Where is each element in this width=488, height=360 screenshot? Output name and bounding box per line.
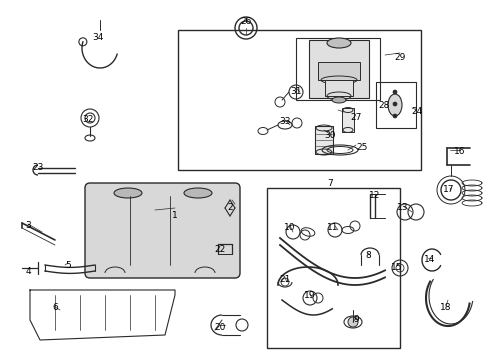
Bar: [341, 108, 353, 132]
Text: 18: 18: [439, 303, 451, 312]
Text: 3: 3: [25, 220, 31, 230]
Text: 17: 17: [442, 185, 454, 194]
Text: 24: 24: [410, 108, 422, 117]
Text: 23: 23: [32, 163, 43, 172]
Bar: [295, 38, 379, 100]
Bar: [308, 40, 368, 98]
Bar: [314, 126, 332, 154]
Circle shape: [347, 317, 357, 327]
Text: 29: 29: [393, 53, 405, 62]
Text: 21: 21: [279, 275, 290, 284]
Text: 20: 20: [214, 323, 225, 332]
Circle shape: [392, 114, 396, 118]
Text: 30: 30: [324, 131, 335, 140]
Ellipse shape: [183, 188, 212, 198]
Bar: [317, 62, 359, 80]
Bar: [325, 80, 352, 96]
Text: 8: 8: [365, 251, 370, 260]
FancyBboxPatch shape: [85, 183, 240, 278]
Text: 32: 32: [82, 116, 94, 125]
Ellipse shape: [387, 94, 401, 116]
Text: 22: 22: [214, 246, 225, 255]
Text: 16: 16: [453, 148, 465, 157]
Text: 13: 13: [396, 203, 408, 212]
Text: 26: 26: [240, 18, 251, 27]
Text: 14: 14: [424, 256, 435, 265]
Circle shape: [392, 90, 396, 94]
Text: 1: 1: [172, 211, 178, 220]
Text: 9: 9: [352, 315, 358, 324]
Text: 6: 6: [52, 303, 58, 312]
Bar: [375, 82, 415, 128]
Ellipse shape: [331, 97, 346, 103]
Text: 5: 5: [65, 261, 71, 270]
Bar: [266, 188, 399, 348]
Text: 11: 11: [326, 224, 338, 233]
Text: 27: 27: [349, 113, 361, 122]
Ellipse shape: [326, 38, 350, 48]
Text: 2: 2: [227, 203, 232, 212]
Text: 19: 19: [304, 292, 315, 301]
Text: 31: 31: [290, 87, 301, 96]
Bar: [178, 30, 420, 170]
Text: 4: 4: [25, 267, 31, 276]
Text: 15: 15: [390, 264, 402, 273]
Text: 25: 25: [356, 144, 367, 153]
Text: 34: 34: [92, 32, 103, 41]
Text: 12: 12: [368, 192, 380, 201]
Text: 7: 7: [326, 180, 332, 189]
Circle shape: [392, 102, 396, 106]
Text: 28: 28: [378, 100, 389, 109]
Ellipse shape: [114, 188, 142, 198]
Text: 33: 33: [279, 117, 290, 126]
Text: 10: 10: [284, 224, 295, 233]
